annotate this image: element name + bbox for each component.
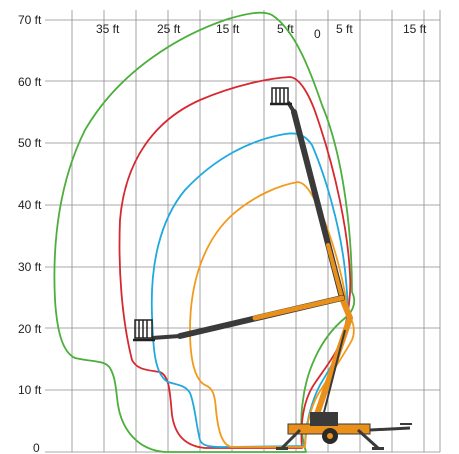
orange-envelope (189, 181, 355, 448)
x-label-35-ft: 35 ft (96, 22, 120, 36)
articulating-boom-lift-icon (133, 87, 412, 450)
x-axis-labels: 35 ft 25 ft 15 ft 5 ft 0 5 ft 15 ft (96, 22, 427, 41)
turntable (310, 412, 338, 426)
outrigger-pad-right (372, 447, 384, 450)
x-label-15-ft: 15 ft (216, 22, 240, 36)
outrigger-right (356, 428, 380, 450)
x-label-25-ft: 25 ft (157, 22, 181, 36)
tow-bar (369, 426, 411, 432)
y-label-70: 70 ft (18, 13, 42, 27)
x-label-0: 0 (314, 27, 321, 41)
lower-boom-link (321, 329, 346, 421)
upper-boom-vertical-accent (326, 243, 344, 300)
riser (339, 295, 353, 321)
y-label-50: 50 ft (18, 136, 42, 150)
x-label-5-ft-right: 5 ft (336, 22, 353, 36)
green-envelope (53, 11, 356, 453)
y-label-0: 0 (33, 441, 40, 454)
y-label-40: 40 ft (18, 198, 42, 212)
y-label-10: 10 ft (18, 383, 42, 397)
horizontal-jib (151, 334, 181, 340)
grid (45, 10, 441, 453)
outreach-platform-basket (133, 319, 155, 342)
outrigger-left (280, 428, 302, 450)
cyan-envelope (150, 132, 349, 448)
upper-platform-basket (270, 87, 292, 106)
wheel-hub (327, 433, 333, 439)
y-label-30: 30 ft (18, 260, 42, 274)
y-label-20: 20 ft (18, 322, 42, 336)
y-axis-labels: 70 ft 60 ft 50 ft 40 ft 30 ft 20 ft 10 f… (18, 13, 42, 454)
outrigger-pad-left (276, 447, 288, 450)
x-label-15-ft-right: 15 ft (403, 22, 427, 36)
y-label-60: 60 ft (18, 75, 42, 89)
upper-boom-horizontal-accent (252, 295, 345, 321)
